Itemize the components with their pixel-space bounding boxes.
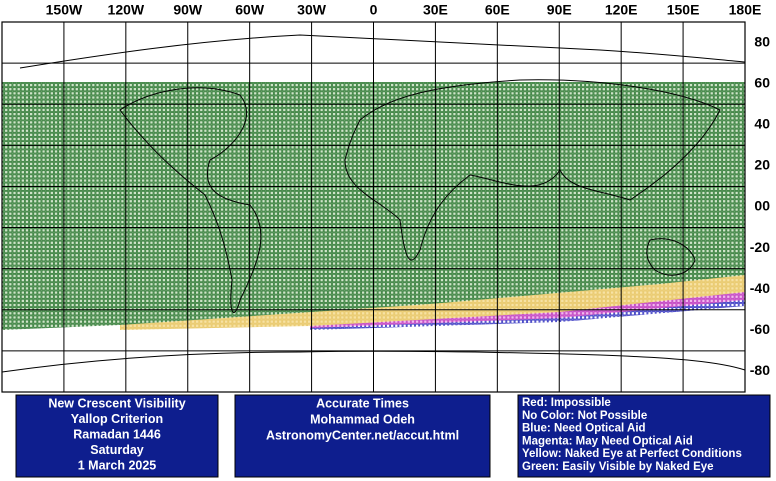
longitude-label: 0	[370, 2, 378, 18]
longitude-label: 30E	[423, 2, 448, 18]
info-text: Green: Easily Visible by Naked Eye	[522, 461, 714, 473]
info-text: Yallop Criterion	[71, 412, 163, 426]
longitude-label: 60E	[485, 2, 510, 18]
latitude-label: -80	[750, 362, 770, 378]
info-text: Mohammad Odeh	[310, 412, 415, 426]
info-text: Accurate Times	[316, 396, 409, 410]
info-text: No Color: Not Possible	[522, 410, 647, 422]
latitude-label: 00	[754, 198, 770, 214]
info-text: Blue: Need Optical Aid	[522, 423, 646, 435]
longitude-label: 150W	[46, 2, 83, 18]
longitude-label: 120E	[605, 2, 638, 18]
info-text: Yellow: Naked Eye at Perfect Conditions	[522, 448, 742, 460]
info-box	[517, 394, 771, 478]
info-text: New Crescent Visibility	[48, 396, 185, 410]
zone-yellow	[120, 272, 745, 330]
longitude-label: 150E	[667, 2, 700, 18]
longitude-label: 30W	[297, 2, 327, 18]
latitude-label: -40	[750, 280, 770, 296]
info-box	[15, 394, 219, 478]
map-frame	[1, 21, 746, 393]
latitude-label: 80	[754, 33, 770, 49]
latitude-label: 40	[754, 115, 770, 131]
info-text: Magenta: May Need Optical Aid	[522, 435, 693, 447]
longitude-label: 90W	[173, 2, 203, 18]
longitude-label: 180E	[729, 2, 762, 18]
latitude-label: -20	[750, 239, 770, 255]
longitude-label: 120W	[108, 2, 145, 18]
latitude-label: 20	[754, 157, 770, 173]
longitude-label: 60W	[235, 2, 265, 18]
longitude-label: 90E	[547, 2, 572, 18]
info-text: Ramadan 1446	[73, 427, 161, 441]
info-text: 1 March 2025	[78, 458, 157, 472]
latitude-label: 60	[754, 74, 770, 90]
axis-labels: 150W 120W 90W 60W 30W 0 30E 60E 90E 120E 150E 180E 8…	[46, 2, 771, 378]
info-text: Saturday	[90, 443, 144, 457]
graticule	[2, 22, 745, 392]
info-text: AstronomyCenter.net/accut.html	[266, 428, 459, 442]
info-text: Red: Impossible	[522, 397, 611, 409]
latitude-label: -60	[750, 321, 770, 337]
info-box	[234, 394, 491, 478]
